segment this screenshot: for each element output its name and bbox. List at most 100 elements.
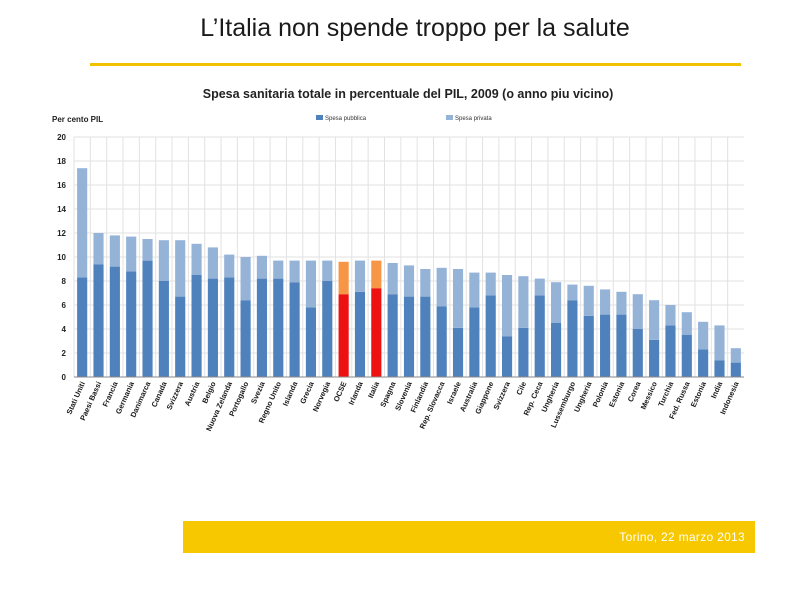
grid-lines bbox=[73, 136, 744, 378]
bar-private bbox=[420, 269, 431, 297]
slide-title: L’Italia non spende troppo per la salute bbox=[200, 14, 630, 42]
bar-private bbox=[273, 260, 284, 279]
y-tick-label: 0 bbox=[62, 373, 67, 382]
x-tick-label: Corea bbox=[626, 379, 643, 403]
bar-public bbox=[175, 296, 186, 377]
bar-public bbox=[93, 264, 104, 377]
bar-public bbox=[387, 294, 398, 377]
bar-public bbox=[403, 296, 415, 377]
bar-public bbox=[485, 295, 496, 377]
chart-legend: Spesa pubblica Spesa privata bbox=[316, 115, 492, 122]
bar-private bbox=[289, 260, 300, 283]
y-tick-label: 2 bbox=[62, 349, 67, 358]
bar-public bbox=[142, 260, 153, 377]
x-tick-label: Israele bbox=[445, 380, 463, 405]
bar-private bbox=[698, 321, 709, 350]
y-tick-label: 8 bbox=[62, 277, 67, 286]
x-tick-label: Estonia bbox=[607, 379, 627, 408]
bar-private bbox=[158, 240, 169, 281]
bar-private bbox=[256, 255, 267, 279]
bar-private bbox=[109, 235, 120, 267]
bar-public bbox=[322, 281, 333, 377]
bar-private bbox=[583, 285, 594, 316]
bar-public bbox=[501, 336, 513, 377]
bar-private bbox=[224, 254, 235, 278]
bar-public bbox=[616, 314, 627, 377]
bar-private bbox=[403, 265, 415, 297]
legend-swatch bbox=[446, 115, 453, 120]
bar-private bbox=[142, 239, 153, 261]
y-tick-label: 4 bbox=[62, 325, 67, 334]
bar-private bbox=[714, 325, 725, 361]
bar-public bbox=[77, 277, 88, 377]
bar-private bbox=[730, 348, 741, 363]
x-tick-label: Belgio bbox=[200, 380, 218, 405]
bar-public bbox=[469, 307, 480, 377]
bar-private bbox=[354, 260, 366, 292]
legend-swatch bbox=[316, 115, 323, 120]
bar-public bbox=[681, 335, 692, 377]
bar-public bbox=[289, 282, 300, 377]
bar-public bbox=[354, 291, 366, 377]
health-spending-chart: Spesa sanitaria totale in percentuale de… bbox=[52, 87, 744, 433]
bar-public bbox=[273, 278, 284, 377]
bar-public bbox=[240, 300, 251, 377]
bar-public bbox=[665, 325, 676, 377]
x-tick-label: Austria bbox=[183, 379, 202, 407]
y-tick-label: 14 bbox=[57, 205, 66, 214]
footer-date: Torino, 22 marzo 2013 bbox=[619, 530, 745, 544]
bar-public bbox=[551, 323, 562, 377]
y-tick-label: 12 bbox=[57, 229, 66, 238]
bar-private bbox=[207, 247, 218, 279]
bar-private bbox=[469, 272, 480, 308]
bar-private bbox=[126, 236, 137, 272]
x-tick-label: Svezia bbox=[249, 379, 267, 405]
bar-public bbox=[109, 266, 120, 377]
bar-public bbox=[452, 327, 464, 377]
bar-private bbox=[93, 233, 104, 265]
bars bbox=[77, 168, 741, 377]
bar-private bbox=[485, 272, 496, 296]
bar-public bbox=[305, 307, 317, 377]
y-tick-label: 18 bbox=[57, 157, 66, 166]
bar-public bbox=[567, 300, 578, 377]
bar-public bbox=[371, 288, 382, 377]
bar-private bbox=[551, 282, 562, 323]
bar-private bbox=[191, 243, 202, 275]
bar-private bbox=[322, 260, 333, 281]
bar-public bbox=[649, 339, 660, 377]
x-tick-label: Islanda bbox=[281, 379, 300, 407]
x-tick-label: Grecia bbox=[298, 379, 316, 405]
y-tick-label: 16 bbox=[57, 181, 66, 190]
bar-private bbox=[665, 305, 676, 326]
y-axis-ticks: 0 2 4 6 8 10 12 14 16 18 20 bbox=[57, 133, 66, 382]
legend-label: Spesa privata bbox=[455, 116, 492, 122]
bar-public bbox=[600, 314, 611, 377]
bar-public bbox=[436, 306, 447, 377]
x-tick-label: Cile bbox=[514, 380, 528, 396]
bar-public bbox=[518, 327, 529, 377]
y-tick-label: 6 bbox=[62, 301, 67, 310]
bar-public bbox=[207, 278, 218, 377]
bar-private bbox=[534, 278, 545, 296]
bar-public bbox=[338, 294, 349, 377]
title-underline bbox=[90, 63, 741, 66]
x-tick-label: India bbox=[709, 379, 725, 399]
footer-bar: Torino, 22 marzo 2013 bbox=[183, 521, 755, 553]
bar-public bbox=[224, 277, 235, 377]
bar-public bbox=[126, 271, 137, 377]
bar-private bbox=[338, 261, 349, 295]
bar-private bbox=[649, 300, 660, 340]
bar-public bbox=[191, 275, 202, 377]
bar-public bbox=[730, 362, 741, 377]
y-axis-label: Per cento PIL bbox=[52, 115, 103, 124]
x-tick-label: OCSE bbox=[332, 380, 349, 403]
bar-private bbox=[452, 269, 464, 328]
bar-private bbox=[77, 168, 88, 278]
bar-private bbox=[616, 291, 627, 315]
bar-private bbox=[567, 284, 578, 301]
bar-public bbox=[583, 315, 594, 377]
bar-public bbox=[256, 278, 267, 377]
bar-public bbox=[420, 296, 431, 377]
